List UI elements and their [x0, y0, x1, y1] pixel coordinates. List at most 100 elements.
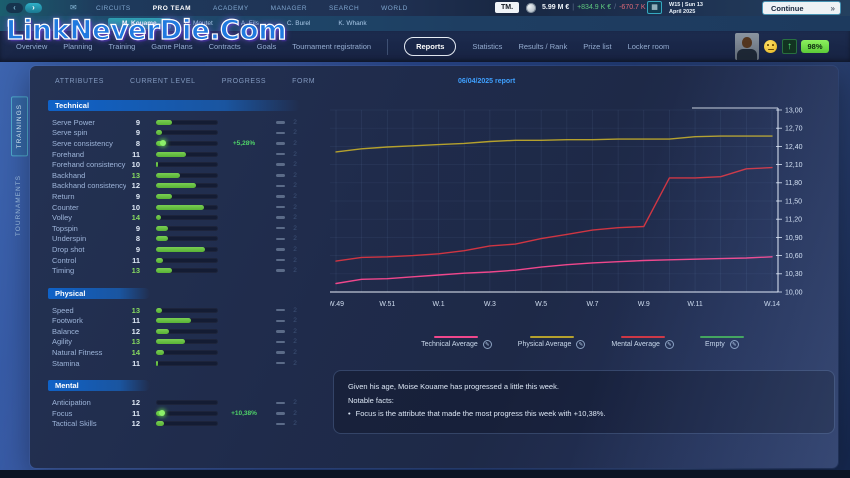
legend-edit-pencil-icon[interactable]: ✎ [729, 340, 739, 349]
side-tab-tournaments[interactable]: TOURNAMENTS [15, 175, 22, 237]
training-intensity-icon[interactable] [276, 142, 285, 145]
training-intensity-icon[interactable] [276, 319, 285, 323]
training-intensity-icon[interactable] [276, 422, 285, 426]
attr-progress-track [156, 130, 218, 136]
chart-legend: Technical Average ✎ Physical Average ✎ Menta… [335, 336, 830, 349]
report-date-label[interactable]: 06/04/2025 report [458, 78, 516, 85]
tab-contracts[interactable]: Contracts [208, 42, 241, 51]
training-intensity-icon[interactable] [276, 237, 285, 241]
subtab-current-level[interactable]: CURRENT LEVEL [130, 78, 196, 85]
training-intensity-icon[interactable] [276, 184, 285, 188]
topnav-world[interactable]: WORLD [381, 4, 408, 12]
attr-value: 14 [131, 213, 140, 223]
player-tab-m-kouame[interactable]: M. Kouame [108, 18, 171, 29]
topnav-academy[interactable]: ACADEMY [213, 4, 249, 12]
training-intensity-icon[interactable] [276, 195, 285, 198]
attr-row-balance: Balance 12 2 [48, 326, 316, 337]
training-intensity-icon[interactable] [276, 401, 285, 405]
training-intensity-icon[interactable] [276, 226, 285, 230]
player-tab-a-fils[interactable]: A. Fils [240, 20, 259, 27]
series-line-mental-average [335, 166, 773, 262]
player-tab-k-whank[interactable]: K. Whank [338, 20, 367, 27]
tab-statistics[interactable]: Statistics [472, 42, 503, 51]
attr-name: Serve spin [52, 128, 88, 138]
tab-game-plans[interactable]: Game Plans [151, 42, 193, 51]
legend-edit-pencil-icon[interactable]: ✎ [664, 340, 674, 349]
attr-value: 9 [135, 223, 140, 233]
topnav-search[interactable]: SEARCH [329, 4, 360, 12]
training-intensity-icon[interactable] [276, 205, 285, 209]
tab-overview[interactable]: Overview [16, 42, 48, 51]
legend-bottom: Technical Average ✎ [421, 340, 492, 349]
subtab-attributes[interactable]: ATTRIBUTES [55, 78, 105, 85]
attr-row-control: Control 11 2 [48, 255, 316, 266]
attr-value: 9 [135, 191, 140, 201]
tab-locker-room[interactable]: Locker room [627, 42, 670, 51]
attr-slot-count: 2 [293, 245, 297, 253]
attr-value: 13 [131, 170, 140, 180]
topnav-manager[interactable]: MANAGER [270, 4, 308, 12]
attr-section-title: Physical [48, 287, 150, 299]
continue-button[interactable]: Continue » [763, 2, 840, 14]
attributes-list: Technical Serve Power 9 2 Serve spin 9 2 Serve … [48, 96, 316, 429]
attr-name: Timing [52, 266, 75, 276]
legend-edit-pencil-icon[interactable]: ✎ [482, 340, 492, 349]
player-tab-c-moutet[interactable]: C. Moutet [184, 20, 213, 27]
topnav-pro-team[interactable]: PRO TEAM [152, 4, 192, 12]
training-intensity-icon[interactable] [276, 308, 285, 312]
tab-results-rank[interactable]: Results / Rank [518, 42, 568, 51]
subtab-form[interactable]: FORM [292, 78, 316, 85]
training-intensity-icon[interactable] [276, 248, 285, 251]
training-intensity-icon[interactable] [276, 351, 285, 354]
tab-planning[interactable]: Planning [63, 42, 93, 51]
player-avatar [735, 33, 759, 60]
y-tick-label: 10,00 [785, 289, 803, 296]
training-intensity-icon[interactable] [276, 258, 285, 262]
training-intensity-icon[interactable] [276, 163, 285, 166]
history-forward-icon[interactable]: › [25, 3, 42, 13]
training-intensity-icon[interactable] [276, 412, 285, 415]
attr-name: Drop shot [52, 244, 85, 254]
training-intensity-icon[interactable] [276, 340, 285, 344]
tab-reports[interactable]: Reports [404, 37, 457, 56]
attr-row-natural-fitness: Natural Fitness 14 2 [48, 347, 316, 358]
attr-name: Counter [52, 202, 79, 212]
y-tick-label: 10,90 [785, 235, 803, 242]
subtab-progress[interactable]: PROGRESS [221, 78, 267, 85]
attr-row-backhand: Backhand 13 2 [48, 170, 316, 181]
topnav-circuits[interactable]: CIRCUITS [96, 4, 131, 12]
attr-progress-fill [156, 410, 163, 416]
side-tab-trainings[interactable]: TRAININGS [11, 96, 28, 157]
attr-value: 13 [131, 337, 140, 347]
training-intensity-icon[interactable] [276, 330, 285, 333]
training-intensity-icon[interactable] [276, 152, 285, 156]
top-menu-bar: ‹ › ✉ CIRCUITS PRO TEAM ACADEMY MANAGER SEAR… [0, 0, 850, 16]
attr-value: 9 [135, 128, 140, 138]
legend-edit-pencil-icon[interactable]: ✎ [576, 340, 586, 349]
attr-progress-fill [156, 215, 161, 221]
legend-bottom: Mental Average ✎ [611, 340, 674, 349]
player-tab-c-burel[interactable]: C. Burel [286, 20, 311, 27]
tab-goals[interactable]: Goals [256, 42, 277, 51]
calendar-icon[interactable]: ▦ [647, 1, 662, 14]
attr-slot-count: 2 [293, 224, 297, 232]
history-back-icon[interactable]: ‹ [6, 3, 23, 13]
training-intensity-icon[interactable] [276, 174, 285, 177]
tab-prize-list[interactable]: Prize list [583, 42, 612, 51]
tab-tournament-registration[interactable]: Tournament registration [292, 42, 372, 51]
attr-slot-count: 2 [293, 161, 297, 169]
mail-icon[interactable]: ✉ [70, 3, 77, 12]
attr-slot-count: 2 [293, 256, 297, 264]
training-intensity-icon[interactable] [276, 269, 285, 272]
training-intensity-icon[interactable] [276, 131, 285, 135]
report-subtabs: ATTRIBUTES CURRENT LEVEL PROGRESS FORM [55, 78, 315, 85]
training-intensity-icon[interactable] [276, 216, 285, 219]
page-tab-bar: Overview Planning Training Game Plans Contra… [0, 31, 850, 62]
grid-icon[interactable] [7, 20, 14, 27]
training-intensity-icon[interactable] [276, 361, 285, 365]
attr-progress-fill [156, 328, 170, 334]
tab-training[interactable]: Training [108, 42, 136, 51]
y-tick-label: 11,50 [785, 198, 802, 205]
training-intensity-icon[interactable] [276, 121, 285, 124]
game-date-week: W15 | Sun 13 [669, 2, 703, 8]
